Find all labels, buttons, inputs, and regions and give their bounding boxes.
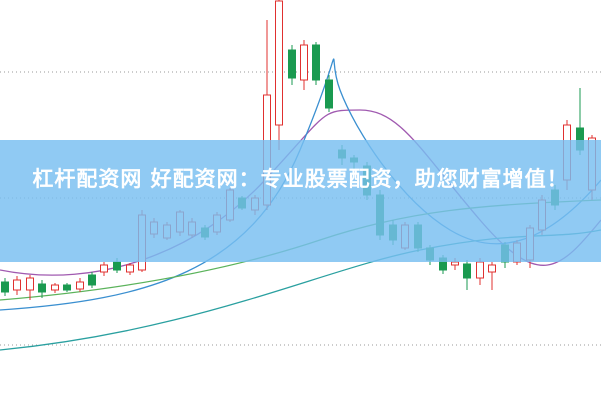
candle-body [312,44,320,81]
banner-title: 杠杆配资网 好配资网：专业股票配资，助您财富增值！ [32,167,569,191]
candle-body [26,277,34,291]
candle-body [100,264,108,273]
candle-body [126,264,134,273]
candle-body [488,264,496,273]
candle-body [13,279,21,291]
candle-body [113,261,121,271]
candle-body [88,274,96,286]
candle-body [275,0,283,126]
candle-body [451,261,459,266]
banner [0,140,601,262]
candle-body [1,281,9,293]
candle-body [288,49,296,79]
candle-body [76,281,84,290]
candle-body [476,261,484,279]
candle-body [63,284,71,291]
candle-body [38,283,46,293]
candle-body [51,284,59,291]
candle-body [325,79,333,109]
candle-body [300,44,308,81]
candle-body [463,263,471,279]
